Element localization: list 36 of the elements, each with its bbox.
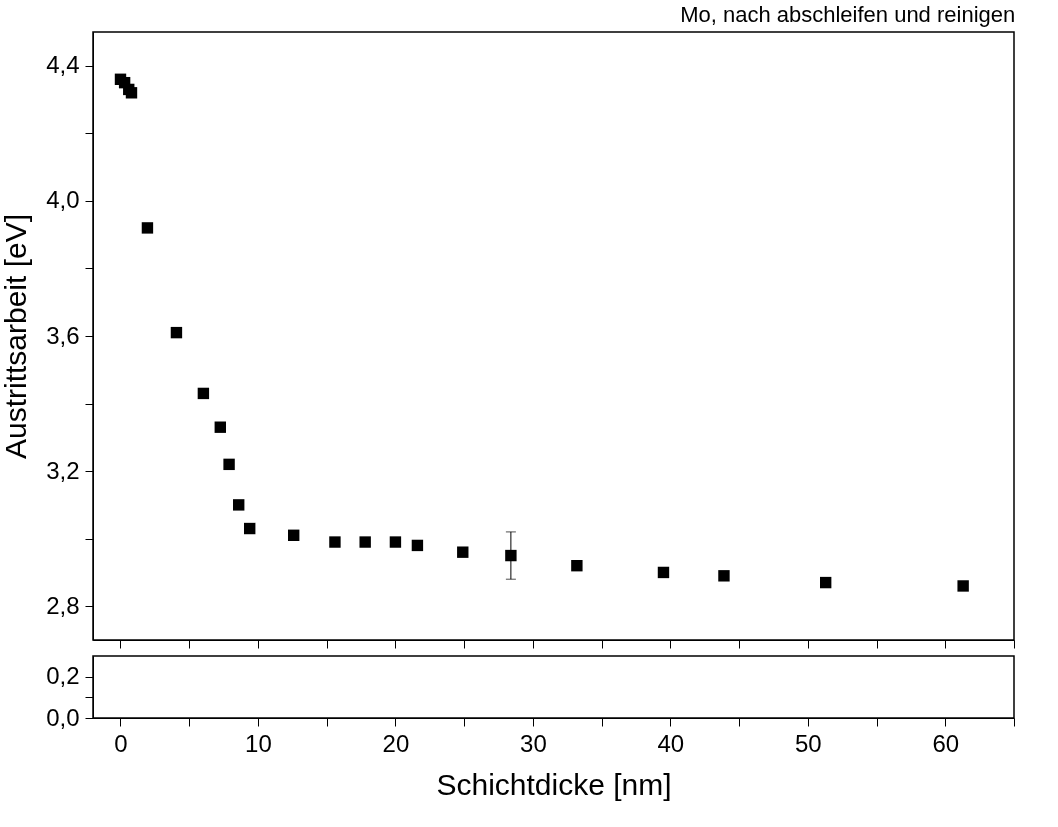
point [957,580,969,592]
point [329,536,341,548]
y-tick-label: 4,4 [46,51,80,79]
point [718,570,730,582]
point [657,566,670,579]
point [359,536,371,548]
point [223,458,235,471]
point [571,559,583,572]
y-tick-label: 2,8 [46,591,80,619]
y-axis-title: Austrittsarbeit [eV] [0,213,33,460]
x-tick-label: 10 [245,729,272,757]
point [411,539,424,552]
x-tick-label: 50 [794,729,822,757]
x-tick-label: 40 [657,729,685,757]
point [170,326,183,339]
x-tick-label: 30 [520,729,547,757]
point [197,387,210,400]
point [233,499,245,511]
point [287,529,300,541]
x-tick-label: 0 [114,729,128,757]
y-tick-label: 0,2 [46,662,80,690]
chart-title: Mo, nach abschleifen und reinigen [680,2,1016,28]
x-axis-title: Schichtdicke [nm] [436,767,672,801]
point [457,546,469,558]
y-tick-label: 4,0 [46,186,80,214]
x-tick-label: 60 [932,729,960,757]
x-tick-label: 20 [382,729,410,757]
y-tick-label: 3,2 [46,456,80,484]
point [214,421,226,433]
point [125,87,138,99]
point [141,222,154,234]
y-tick-label: 3,6 [46,321,80,349]
point [389,536,402,548]
point [819,576,832,589]
y-tick-label: 0,0 [46,703,80,731]
point [244,522,256,535]
